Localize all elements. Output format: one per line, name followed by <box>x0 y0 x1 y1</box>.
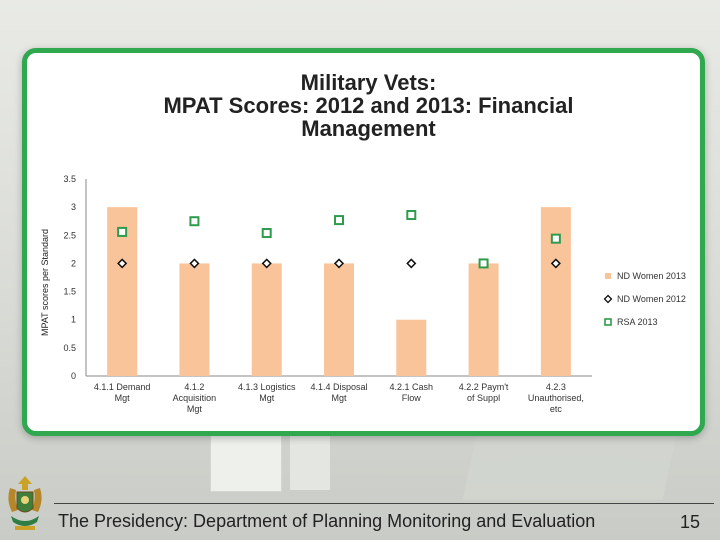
chart-title-line-2: MPAT Scores: 2012 and 2013: Financial <box>163 93 574 119</box>
background-sign <box>462 430 678 500</box>
marker-rsa-2013 <box>189 216 200 227</box>
page-number: 15 <box>680 512 701 532</box>
y-tick-label: 0.5 <box>63 343 76 353</box>
x-tick-label: Unauthorised, <box>528 393 584 403</box>
footer-divider <box>54 503 714 504</box>
y-tick-label: 3 <box>71 202 76 212</box>
y-tick-label: 2 <box>71 258 76 268</box>
x-tick-label: Mgt <box>187 404 203 414</box>
bar-nd-women-2013 <box>540 207 571 376</box>
x-tick-label: Flow <box>402 393 422 403</box>
bar-nd-women-2013 <box>179 263 210 376</box>
x-tick-label: etc <box>550 404 563 414</box>
marker-nd-women-2012 <box>261 258 272 269</box>
bar-nd-women-2013 <box>324 263 354 376</box>
marker-nd-women-2012 <box>550 258 561 269</box>
chart-panel: Military Vets: MPAT Scores: 2012 and 201… <box>22 48 705 436</box>
coat-of-arms-icon <box>8 476 42 530</box>
x-tick-label: 4.1.1 Demand <box>94 382 151 392</box>
marker-nd-women-2012 <box>333 258 345 269</box>
x-tick-label: 4.2.1 Cash <box>390 382 434 392</box>
marker-nd-women-2012 <box>117 258 128 269</box>
legend-swatch-nd-women-2012 <box>603 294 613 304</box>
marker-rsa-2013 <box>478 258 489 269</box>
x-tick-label: Mgt <box>331 393 347 403</box>
chart-title-line-3: Management <box>301 116 436 142</box>
y-tick-label: 3.5 <box>63 174 76 184</box>
x-tick-label: of Suppl <box>467 393 500 403</box>
legend-swatch-nd-women-2013 <box>605 273 611 279</box>
legend-label: RSA 2013 <box>617 317 658 327</box>
x-tick-label: Mgt <box>259 393 275 403</box>
marker-rsa-2013 <box>550 233 561 244</box>
bar-nd-women-2013 <box>468 263 499 376</box>
bar-nd-women-2013 <box>251 263 282 376</box>
chart-plot: 3.5 3 2.5 2 1.5 1 0.5 0 MPAT scores per Standard… <box>40 174 686 414</box>
marker-nd-women-2012 <box>406 258 417 269</box>
x-tick-label: 4.2.3 <box>546 382 566 392</box>
y-tick-label: 0 <box>71 371 76 381</box>
y-tick-label: 1.5 <box>63 287 76 297</box>
footer-text: The Presidency: Department of Planning M… <box>58 511 596 531</box>
y-tick-label: 1 <box>71 315 76 325</box>
y-axis-label: MPAT scores per Standard <box>40 229 50 336</box>
marker-rsa-2013 <box>334 215 344 226</box>
legend-label: ND Women 2013 <box>617 271 686 281</box>
x-tick-label: 4.1.4 Disposal <box>310 382 367 392</box>
legend-swatch-rsa-2013 <box>604 318 612 326</box>
marker-nd-women-2012 <box>189 258 200 269</box>
x-tick-label: Acquisition <box>173 393 217 403</box>
y-tick-label: 2.5 <box>63 230 76 240</box>
chart-title-line-1: Military Vets: <box>300 70 437 95</box>
marker-rsa-2013 <box>261 228 272 239</box>
legend-label: ND Women 2012 <box>617 294 686 304</box>
x-tick-label: 4.1.2 <box>184 382 204 392</box>
x-tick-label: Mgt <box>115 393 131 403</box>
x-tick-label: 4.2.2 Paym't <box>459 382 509 392</box>
bar-nd-women-2013 <box>396 319 427 376</box>
x-tick-label: 4.1.3 Logistics <box>238 382 296 392</box>
chart-title: Military Vets: MPAT Scores: 2012 and 201… <box>27 71 710 140</box>
marker-rsa-2013 <box>406 210 417 221</box>
marker-rsa-2013 <box>117 226 128 237</box>
